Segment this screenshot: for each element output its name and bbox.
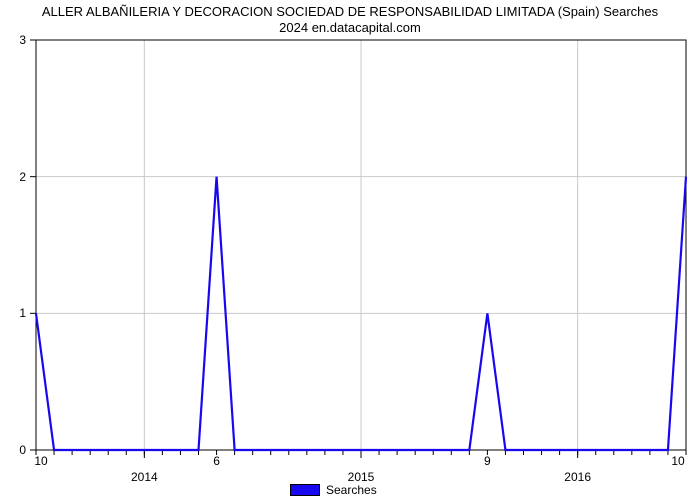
ytick-label: 3 <box>19 33 26 47</box>
data-label: 9 <box>484 454 491 468</box>
data-label: 10 <box>34 454 47 468</box>
xtick-label: 2016 <box>564 470 591 484</box>
legend-label: Searches <box>326 483 377 497</box>
chart-title: ALLER ALBAÑILERIA Y DECORACION SOCIEDAD … <box>0 4 700 37</box>
legend: Searches <box>290 483 377 497</box>
ytick-label: 0 <box>19 443 26 457</box>
data-label: 10 <box>671 454 684 468</box>
data-label: 6 <box>213 454 220 468</box>
xtick-label: 2015 <box>348 470 375 484</box>
ytick-label: 1 <box>19 306 26 320</box>
xtick-label: 2014 <box>131 470 158 484</box>
ytick-label: 2 <box>19 170 26 184</box>
plot-area <box>36 40 686 450</box>
chart-root: ALLER ALBAÑILERIA Y DECORACION SOCIEDAD … <box>0 0 700 500</box>
legend-swatch <box>290 484 320 496</box>
plot-svg <box>36 40 686 450</box>
